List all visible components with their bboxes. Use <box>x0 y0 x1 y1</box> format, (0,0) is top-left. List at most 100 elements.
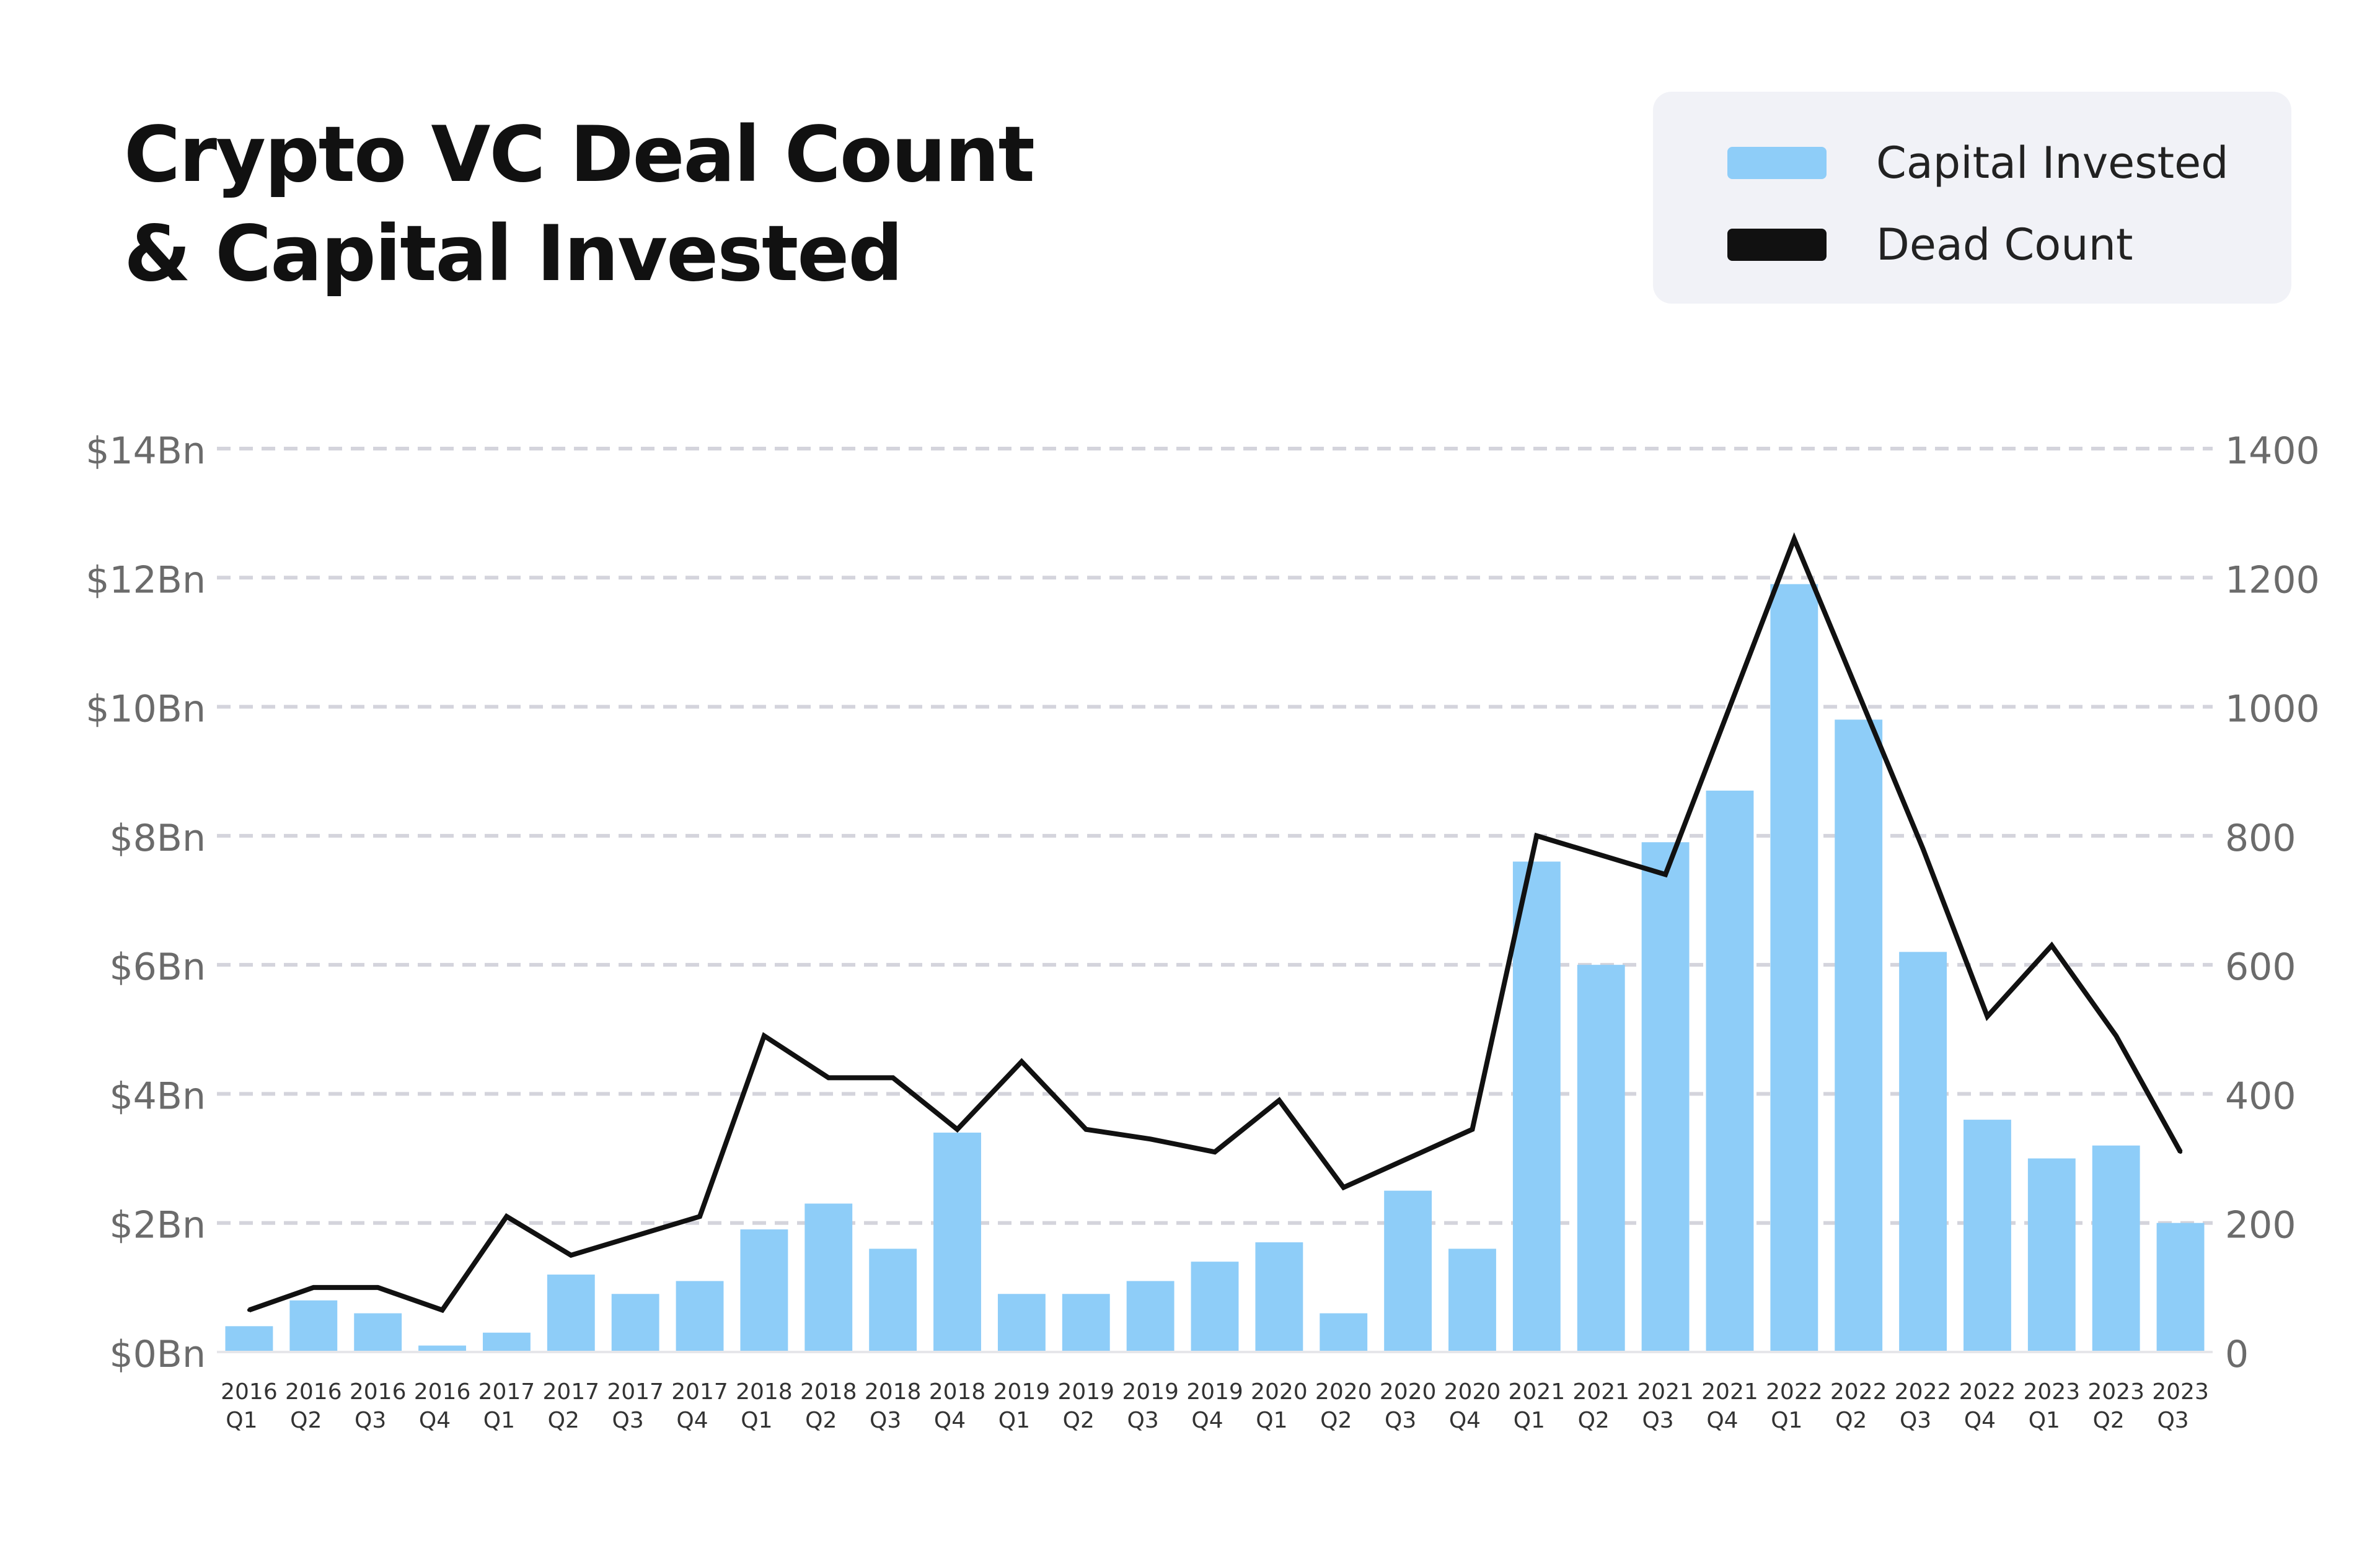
x-tick-quarter: Q3 <box>355 1408 386 1433</box>
bar-capital-invested <box>1062 1294 1110 1352</box>
y-left-tick-label: $14Bn <box>86 429 206 473</box>
x-tick-year: 2018 <box>800 1379 857 1405</box>
y-right-tick-label: 200 <box>2225 1204 2296 1247</box>
x-tick-year: 2023 <box>2087 1379 2144 1405</box>
point-dead-count <box>1406 1156 1410 1161</box>
x-tick-year: 2020 <box>1444 1379 1501 1405</box>
bar-capital-invested <box>1706 790 1754 1352</box>
bar-capital-invested <box>740 1229 788 1352</box>
legend-item-dead-count: Dead Count <box>1727 219 2133 270</box>
x-tick-year: 2018 <box>865 1379 922 1405</box>
x-tick-quarter: Q3 <box>1642 1408 1673 1433</box>
point-dead-count <box>1277 1098 1281 1102</box>
y-left-tick-label: $4Bn <box>109 1074 206 1118</box>
point-dead-count <box>2114 1034 2118 1038</box>
chart-title: Crypto VC Deal Count & Capital Invested <box>124 105 1035 304</box>
bar-capital-invested <box>225 1326 273 1352</box>
x-tick-quarter: Q4 <box>676 1408 708 1433</box>
point-dead-count <box>376 1285 380 1289</box>
bar-capital-invested <box>804 1203 853 1352</box>
legend-label-dead-count: Dead Count <box>1876 219 2133 270</box>
x-tick-quarter: Q4 <box>419 1408 451 1433</box>
x-tick-year: 2019 <box>1057 1379 1114 1405</box>
x-tick-quarter: Q3 <box>1127 1408 1159 1433</box>
x-tick-quarter: Q4 <box>1706 1408 1738 1433</box>
chart-title-line-1: Crypto VC Deal Count <box>124 110 1035 200</box>
x-tick-year: 2023 <box>2152 1379 2209 1405</box>
x-tick-quarter: Q2 <box>548 1408 580 1433</box>
x-tick-quarter: Q4 <box>934 1408 966 1433</box>
x-tick-year: 2023 <box>2024 1379 2081 1405</box>
y-left-tick-label: $0Bn <box>109 1333 206 1376</box>
bar-capital-invested <box>418 1345 466 1352</box>
bar-capital-invested <box>1770 584 1818 1353</box>
point-dead-count <box>440 1308 444 1312</box>
x-tick-year: 2018 <box>736 1379 793 1405</box>
bar-capital-invested <box>933 1132 981 1352</box>
x-tick-quarter: Q1 <box>1771 1408 1802 1433</box>
x-tick-year: 2022 <box>1830 1379 1887 1405</box>
point-dead-count <box>1664 872 1668 877</box>
bar-capital-invested <box>547 1275 595 1352</box>
x-tick-year: 2016 <box>221 1379 278 1405</box>
point-dead-count <box>1599 853 1603 858</box>
x-tick-quarter: Q2 <box>1320 1408 1352 1433</box>
point-dead-count <box>247 1308 251 1312</box>
point-dead-count <box>1470 1127 1474 1131</box>
x-tick-quarter: Q2 <box>1835 1408 1867 1433</box>
x-tick-year: 2017 <box>671 1379 728 1405</box>
x-tick-year: 2020 <box>1315 1379 1372 1405</box>
x-tick-year: 2018 <box>929 1379 986 1405</box>
y-left-tick-label: $8Bn <box>109 817 206 860</box>
point-dead-count <box>1727 705 1732 709</box>
bar-capital-invested <box>1126 1281 1175 1352</box>
bar-capital-invested <box>1899 952 1947 1352</box>
point-dead-count <box>1148 1137 1153 1141</box>
x-tick-quarter: Q1 <box>741 1408 772 1433</box>
bar-capital-invested <box>1641 842 1690 1352</box>
point-dead-count <box>1213 1150 1217 1154</box>
y-right-tick-label: 1000 <box>2225 688 2320 731</box>
x-tick-quarter: Q2 <box>805 1408 837 1433</box>
bar-capital-invested <box>676 1281 724 1352</box>
y-right-tick-label: 600 <box>2225 946 2296 989</box>
y-left-tick-label: $12Bn <box>86 558 206 602</box>
legend-swatch-capital-invested <box>1727 147 1827 179</box>
x-tick-quarter: Q1 <box>1256 1408 1287 1433</box>
x-tick-year: 2016 <box>414 1379 471 1405</box>
point-dead-count <box>1792 537 1796 541</box>
y-left-tick-label: $2Bn <box>109 1204 206 1247</box>
x-tick-quarter: Q1 <box>2029 1408 2060 1433</box>
bar-capital-invested <box>1320 1313 1368 1352</box>
x-tick-year: 2022 <box>1766 1379 1823 1405</box>
x-tick-year: 2019 <box>1122 1379 1179 1405</box>
bar-capital-invested <box>869 1249 917 1352</box>
point-dead-count <box>569 1253 573 1257</box>
bar-capital-invested <box>2092 1145 2140 1352</box>
point-dead-count <box>1020 1060 1024 1064</box>
bar-capital-invested <box>1255 1242 1303 1352</box>
x-tick-year: 2021 <box>1509 1379 1566 1405</box>
point-dead-count <box>1084 1127 1088 1131</box>
x-tick-quarter: Q3 <box>1385 1408 1416 1433</box>
y-left-tick-label: $6Bn <box>109 946 206 989</box>
point-dead-count <box>1341 1185 1346 1190</box>
bar-capital-invested <box>289 1300 338 1352</box>
x-tick-year: 2020 <box>1380 1379 1437 1405</box>
point-dead-count <box>826 1076 831 1080</box>
x-tick-quarter: Q3 <box>870 1408 901 1433</box>
bar-capital-invested <box>611 1294 659 1352</box>
point-dead-count <box>2179 1150 2183 1154</box>
y-right-tick-label: 1400 <box>2225 429 2320 473</box>
point-dead-count <box>1535 833 1539 838</box>
x-tick-year: 2022 <box>1895 1379 1952 1405</box>
x-tick-year: 2021 <box>1637 1379 1694 1405</box>
x-tick-quarter: Q4 <box>1191 1408 1223 1433</box>
x-tick-quarter: Q1 <box>998 1408 1030 1433</box>
x-tick-year: 2021 <box>1572 1379 1629 1405</box>
x-tick-quarter: Q3 <box>1900 1408 1931 1433</box>
bar-capital-invested <box>1835 719 1883 1352</box>
point-dead-count <box>2050 943 2054 947</box>
bar-capital-invested <box>1963 1120 2011 1352</box>
